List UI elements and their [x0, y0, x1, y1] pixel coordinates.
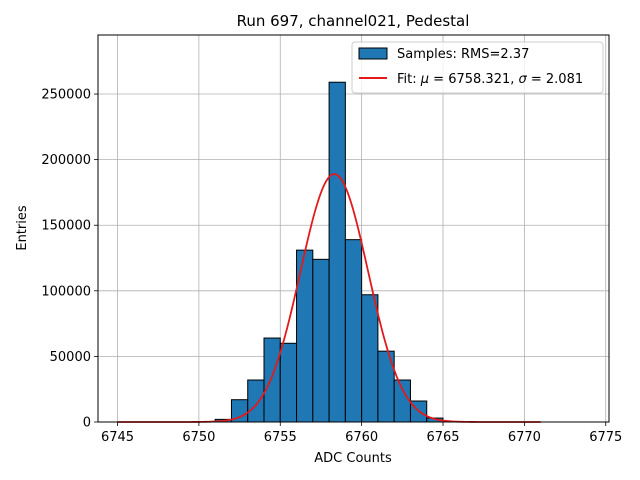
legend-samples-label: Samples: RMS=2.37 — [397, 47, 529, 62]
histogram-bar — [361, 294, 379, 423]
histogram-bars — [214, 81, 444, 423]
y-tick-label: 250000 — [41, 88, 91, 103]
histogram-bar — [247, 379, 265, 423]
histogram-bar — [344, 239, 363, 423]
legend-fit-sigma-symbol: σ — [519, 72, 528, 87]
plot-frame — [97, 34, 610, 423]
legend-fit-label: Fit: μ = 6758.321, σ = 2.081 — [397, 72, 583, 87]
y-axis-ticks: 0 50000 100000 150000 200000 250000 — [41, 88, 98, 431]
y-tick-label: 0 — [83, 416, 91, 431]
y-axis-label: Entries — [15, 205, 30, 251]
legend-fit-sigma-value: = 2.081 — [527, 72, 583, 87]
y-tick-label: 150000 — [41, 219, 91, 234]
histogram-bar — [279, 342, 298, 423]
x-axis-label: ADC Counts — [314, 451, 392, 466]
histogram-bar — [263, 337, 281, 423]
x-tick-label: 6750 — [182, 430, 215, 445]
y-tick-label: 100000 — [41, 284, 91, 299]
histogram-bar — [393, 379, 411, 423]
chart-title: Run 697, channel021, Pedestal — [237, 12, 470, 30]
x-tick-label: 6745 — [101, 430, 134, 445]
histogram-bar — [312, 258, 330, 423]
legend-samples-swatch — [358, 47, 388, 60]
legend: Samples: RMS=2.37 Fit: μ = 6758.321, σ =… — [351, 41, 604, 94]
x-tick-label: 6775 — [589, 430, 622, 445]
x-tick-label: 6760 — [345, 430, 378, 445]
x-axis-ticks: 6745 6750 6755 6760 6765 6770 6775 — [101, 422, 622, 445]
x-tick-label: 6765 — [426, 430, 459, 445]
legend-fit-mu-value: = 6758.321, — [429, 72, 518, 87]
x-tick-label: 6755 — [264, 430, 297, 445]
legend-fit-prefix: Fit: — [397, 72, 421, 87]
histogram-bar — [328, 81, 346, 423]
legend-box — [351, 41, 604, 94]
y-tick-label: 200000 — [41, 153, 91, 168]
x-tick-label: 6770 — [508, 430, 541, 445]
legend-fit-mu-symbol: μ — [420, 72, 429, 87]
y-tick-label: 50000 — [50, 350, 91, 365]
